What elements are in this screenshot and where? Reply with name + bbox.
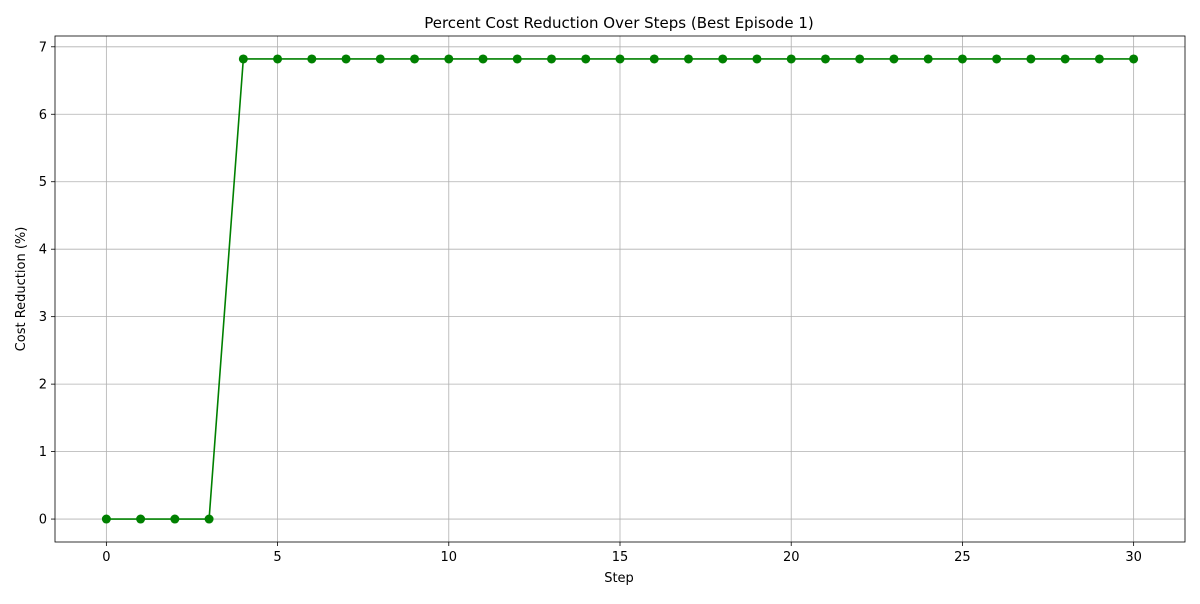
x-tick-label: 0 (102, 550, 110, 565)
data-point (204, 514, 214, 524)
data-point (855, 54, 865, 64)
x-tick-label: 15 (612, 550, 629, 565)
y-tick-label: 2 (39, 378, 47, 393)
data-point (923, 54, 933, 64)
y-tick-label: 6 (39, 108, 47, 123)
data-point (547, 54, 557, 64)
data-point (1094, 54, 1104, 64)
data-point (683, 54, 693, 64)
x-tick-label: 10 (441, 550, 458, 565)
x-axis-ticks: 0 5 10 15 20 25 30 (102, 542, 1142, 565)
data-point (752, 54, 762, 64)
data-point (136, 514, 146, 524)
x-axis-label: Step (604, 571, 634, 586)
data-point (992, 54, 1002, 64)
x-tick-label: 25 (954, 550, 971, 565)
x-tick-label: 5 (273, 550, 281, 565)
y-tick-label: 5 (39, 175, 47, 190)
y-tick-label: 1 (39, 445, 47, 460)
y-axis-ticks: 0 1 2 3 4 5 6 7 (39, 40, 55, 528)
data-point (512, 54, 522, 64)
data-point (101, 514, 111, 524)
data-point (718, 54, 728, 64)
grid (55, 36, 1185, 542)
data-point (170, 514, 180, 524)
data-point (375, 54, 385, 64)
y-tick-label: 3 (39, 310, 47, 325)
x-tick-label: 30 (1125, 550, 1142, 565)
y-tick-label: 4 (39, 243, 47, 258)
data-point (615, 54, 625, 64)
data-point (1060, 54, 1070, 64)
data-point (1026, 54, 1036, 64)
y-tick-label: 7 (39, 40, 47, 55)
data-point (273, 54, 283, 64)
data-point (410, 54, 420, 64)
y-tick-label: 0 (39, 513, 47, 528)
data-point (581, 54, 591, 64)
x-tick-label: 20 (783, 550, 800, 565)
series-cost-reduction (101, 54, 1139, 524)
data-point (786, 54, 796, 64)
data-point (238, 54, 248, 64)
y-axis-label: Cost Reduction (%) (14, 227, 29, 352)
data-point (649, 54, 659, 64)
data-point (478, 54, 488, 64)
chart-title: Percent Cost Reduction Over Steps (Best … (424, 14, 814, 32)
data-point (1129, 54, 1139, 64)
data-point (341, 54, 351, 64)
data-point (820, 54, 830, 64)
data-point (307, 54, 317, 64)
data-point (889, 54, 899, 64)
data-point (444, 54, 454, 64)
data-point (957, 54, 967, 64)
